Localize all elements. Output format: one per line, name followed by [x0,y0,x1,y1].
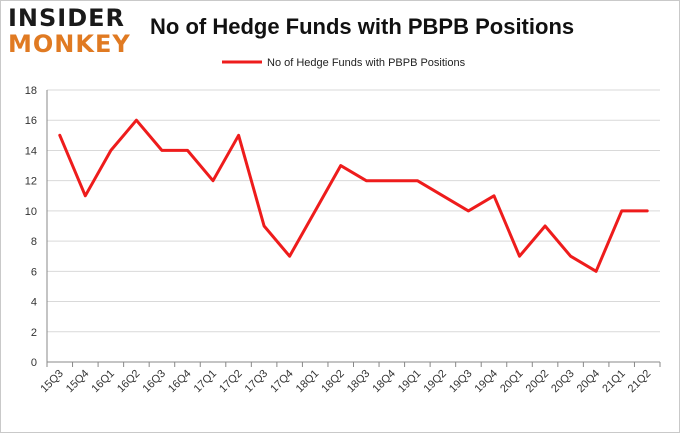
x-tick-labels: 15Q315Q416Q116Q216Q316Q417Q117Q217Q317Q4… [38,368,653,396]
data-point [160,149,164,152]
data-point [441,194,445,197]
data-point [390,179,394,182]
x-tick-label: 16Q3 [141,368,169,396]
data-point [211,179,215,182]
x-tick-label: 15Q3 [38,368,66,396]
x-tick-label: 20Q1 [498,368,526,396]
data-point [416,179,419,182]
y-tick-label: 16 [25,115,37,127]
x-tick-label: 17Q2 [217,368,245,396]
x-tick-label: 17Q4 [268,368,296,396]
series-line [58,118,649,273]
data-point [569,255,572,258]
legend: No of Hedge Funds with PBPB Positions [222,57,466,69]
data-point [646,209,649,213]
grid-lines [47,89,660,363]
x-tick-label: 16Q1 [89,368,117,396]
x-tick-label: 19Q1 [396,368,424,396]
x-tick-label: 19Q2 [421,368,449,396]
data-point [313,209,317,213]
data-point [288,255,291,258]
x-tick-label: 19Q4 [473,368,501,396]
y-tick-label: 18 [25,85,37,97]
legend-label: No of Hedge Funds with PBPB Positions [267,57,466,69]
data-point [237,134,240,137]
insider-monkey-logo: INSIDER MONKEY [8,6,131,56]
y-tick-label: 12 [25,176,37,188]
data-point [594,270,598,273]
data-point [543,224,547,228]
series-group [58,118,649,273]
x-tick-label: 15Q4 [64,368,92,396]
x-tick-label: 18Q3 [345,368,373,396]
data-point [186,149,189,152]
x-tick-label: 20Q2 [524,368,552,396]
x-tick-label: 20Q3 [549,368,577,396]
data-point [58,134,61,137]
y-tick-label: 2 [31,327,37,339]
x-tick-label: 19Q3 [447,368,475,396]
x-tick-label: 21Q2 [626,368,654,396]
axes [46,90,661,367]
y-tick-label: 4 [31,297,37,309]
y-tick-label: 10 [25,206,37,218]
y-tick-label: 0 [31,357,37,369]
data-point [492,194,496,197]
x-tick-label: 20Q4 [575,368,603,396]
x-tick-label: 21Q1 [600,368,628,396]
logo-line-1: INSIDER [8,4,126,32]
chart-title: No of Hedge Funds with PBPB Positions [150,14,575,39]
x-tick-label: 18Q1 [294,368,322,396]
x-tick-label: 18Q2 [319,368,347,396]
data-point [135,119,138,122]
data-point [365,179,368,182]
data-point [518,255,521,258]
data-point [109,149,113,152]
x-tick-label: 18Q4 [370,368,398,396]
data-point [84,194,87,197]
y-tick-label: 14 [25,145,37,157]
y-tick-labels: 0 2 4 6 8 10 12 14 16 18 [25,85,37,369]
data-point [262,224,266,228]
data-point [467,209,470,213]
x-tick-label: 17Q1 [192,368,220,396]
y-tick-label: 6 [31,266,37,278]
x-tick-label: 16Q2 [115,368,143,396]
y-tick-label: 8 [31,236,37,248]
logo-line-2: MONKEY [8,30,131,58]
x-tick-label: 16Q4 [166,368,194,396]
data-point [339,164,342,167]
data-point [620,209,623,213]
x-tick-label: 17Q3 [243,368,271,396]
